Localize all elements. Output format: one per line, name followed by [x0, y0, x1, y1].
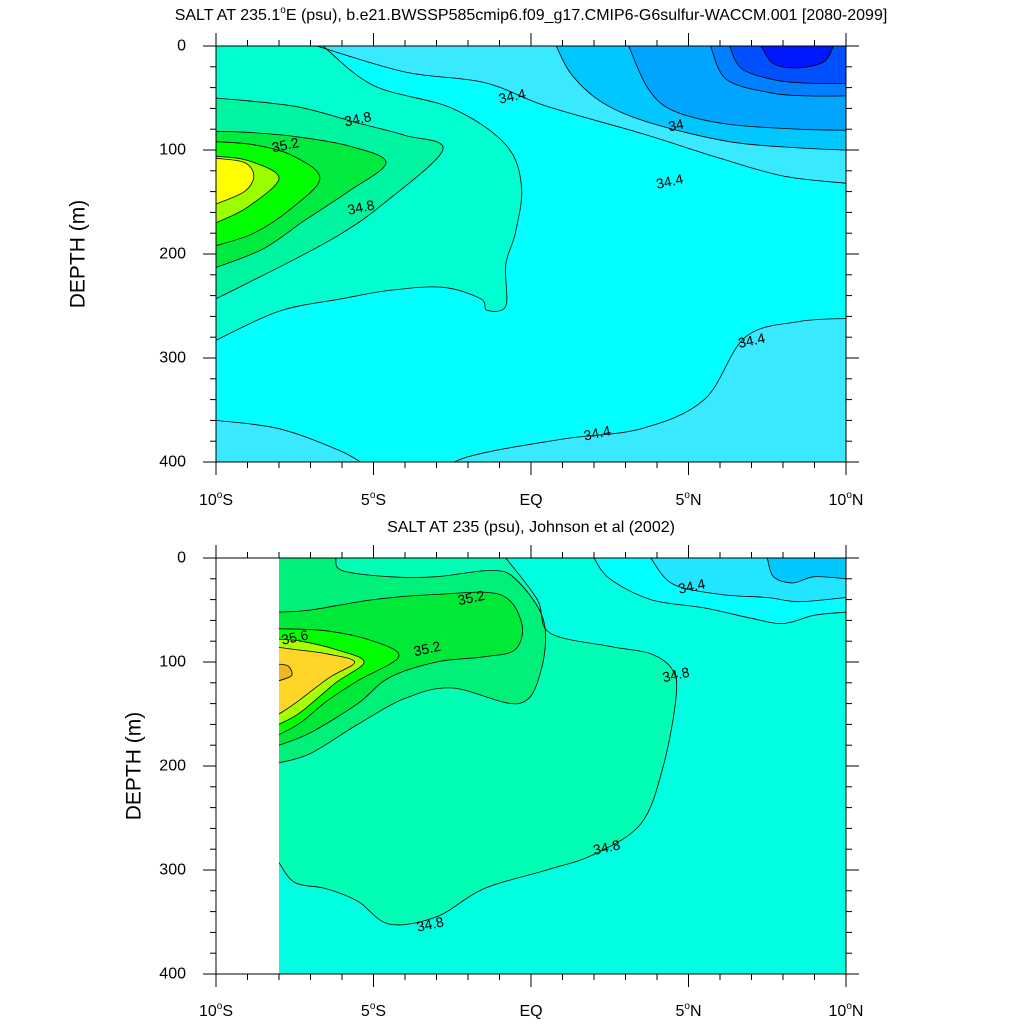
x-tick-label: 5oS [361, 1001, 386, 1020]
contour-label: 34 [667, 116, 686, 135]
contour-fill-35.8 [279, 647, 355, 714]
contour-line-33.6 [729, 46, 846, 85]
contour-fill-34.4 [216, 318, 846, 462]
contour-line-35.4 [216, 141, 321, 247]
y-axis-label: DEPTH (m) [123, 712, 146, 821]
contour-line-35 [216, 97, 444, 300]
contour-label: 34.8 [592, 836, 622, 857]
contour-label: 35.2 [270, 134, 300, 155]
contour-line-34.2 [766, 558, 846, 584]
chart-title: SALT AT 235.1oE (psu), b.e21.BWSSP585cmi… [175, 5, 888, 24]
x-tick-label: 5oS [361, 490, 386, 509]
contour-labels: 34.8 35.2 35.2 35.6 34.4 34.8 34.8 [280, 575, 707, 934]
x-tick-label: 5oN [675, 490, 701, 509]
x-axis: 10oS 5oS EQ 5oN 10oN [199, 33, 863, 509]
contour-fill-36 [279, 664, 293, 681]
contour-fill-35.2 [279, 592, 523, 746]
contour-label: 34.4 [497, 85, 527, 106]
contour-label: 34.4 [737, 330, 767, 351]
contour-line-34 [628, 46, 846, 131]
chart-title: SALT AT 235 (psu), Johnson et al (2002) [387, 519, 675, 536]
contour-label: 34.8 [415, 913, 445, 934]
x-tick-label: EQ [519, 492, 542, 509]
panel-bottom: 34.8 35.2 35.2 35.6 34.4 34.8 34.8 0 100 200 300 40… [123, 519, 864, 1020]
x-tick-label: 10oS [199, 490, 233, 509]
y-tick-label: 300 [159, 862, 186, 879]
contour-label: 34.8 [346, 196, 376, 217]
y-tick-label: 0 [177, 38, 186, 55]
contour-line-35.2 [216, 130, 387, 268]
x-tick-label: 5oN [675, 1001, 701, 1020]
contour-line-34.4 [316, 46, 846, 184]
y-tick-label: 100 [159, 142, 186, 159]
contour-line-35.6 [279, 638, 365, 725]
contour-line-35.6 [216, 155, 280, 224]
contour-label: 34.4 [655, 170, 685, 191]
contour-line-34.8 [216, 46, 523, 341]
y-tick-label: 100 [159, 654, 186, 671]
contour-label: 34.4 [582, 422, 612, 443]
y-axis: 0 100 200 300 400 [159, 550, 859, 983]
contour-line-33.4 [760, 46, 834, 69]
contour-label: 35.2 [412, 638, 442, 659]
contour-line-34.8 [279, 558, 678, 926]
y-axis-label: DEPTH (m) [67, 200, 90, 309]
y-tick-label: 0 [177, 550, 186, 567]
contour-line-35.8 [279, 647, 355, 715]
y-tick-label: 300 [159, 350, 186, 367]
contour-fill-35.8 [216, 158, 254, 205]
panel-top: 34.8 34.8 35.2 34.4 34.4 34 34.4 34.4 0 100 200 300… [67, 5, 888, 509]
y-tick-label: 400 [159, 454, 186, 471]
contour-label: 34.4 [677, 575, 707, 596]
contour-fill-33.4 [761, 46, 834, 68]
contour-line-35.8 [216, 157, 255, 205]
contour-label: 35.2 [456, 587, 486, 608]
x-tick-label: 10oN [829, 1001, 864, 1020]
y-tick-label: 400 [159, 966, 186, 983]
contour-line-36 [279, 663, 293, 682]
x-tick-label: EQ [519, 1003, 542, 1020]
contour-line-34.4 [216, 318, 846, 462]
contour-label: 34.8 [343, 108, 373, 129]
y-axis: 0 100 200 300 400 [159, 38, 859, 471]
contour-line-34.6 [593, 558, 846, 624]
contour-line-34.2 [555, 46, 846, 151]
y-tick-label: 200 [159, 758, 186, 775]
contour-label: 35.6 [280, 626, 310, 647]
contour-line-35.2 [279, 591, 523, 746]
contour-field [216, 46, 846, 462]
contour-line-35.4 [279, 628, 400, 736]
x-tick-label: 10oN [829, 490, 864, 509]
contour-labels: 34.8 34.8 35.2 34.4 34.4 34 34.4 34.4 [270, 85, 766, 443]
contour-line-35 [279, 558, 546, 764]
contour-label: 34.8 [661, 664, 691, 685]
contour-field [279, 558, 846, 974]
contour-line-33.8 [710, 46, 846, 97]
x-tick-label: 10oS [199, 1001, 233, 1020]
contour-line-34.4 [650, 558, 846, 603]
y-tick-label: 200 [159, 246, 186, 263]
x-axis: 10oS 5oS EQ 5oN 10oN [199, 545, 863, 1020]
